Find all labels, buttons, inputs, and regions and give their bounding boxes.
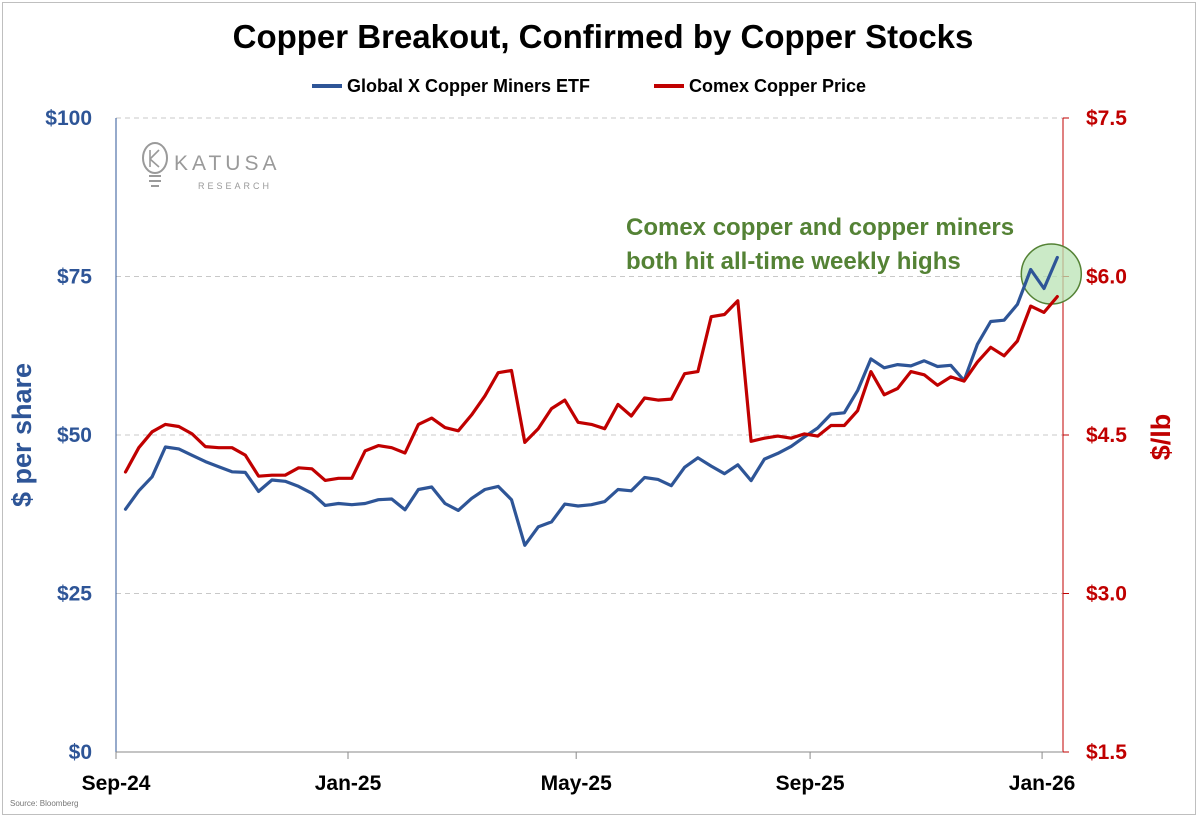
katusa-logo: KATUSA RESEARCH <box>142 142 280 191</box>
x-axis-tick-label: Sep-25 <box>776 772 845 795</box>
lightbulb-k-icon <box>142 142 168 187</box>
right-axis-tick-label: $3.0 <box>1086 583 1127 606</box>
legend-label-copper: Comex Copper Price <box>689 76 866 96</box>
left-axis-tick-label: $100 <box>45 107 92 130</box>
right-axis-tick-label: $6.0 <box>1086 266 1127 289</box>
left-axis-ticks: $0 $25 $50 $75 $100 <box>45 107 92 764</box>
annotation-line-1: Comex copper and copper miners <box>626 214 1014 241</box>
x-axis-tick-label: Jan-26 <box>1009 772 1076 795</box>
right-axis-ticks: $1.5 $3.0 $4.5 $6.0 $7.5 <box>1063 107 1127 764</box>
source-note: Source: Bloomberg <box>10 799 78 808</box>
right-axis-tick-label: $1.5 <box>1086 741 1127 764</box>
x-axis-ticks: Sep-24 Jan-25 May-25 Sep-25 Jan-26 <box>82 752 1076 795</box>
logo-subtitle: RESEARCH <box>198 181 272 191</box>
left-axis-tick-label: $50 <box>57 424 92 447</box>
annotation-line-2: both hit all-time weekly highs <box>626 248 961 275</box>
right-axis-tick-label: $4.5 <box>1086 424 1127 447</box>
left-axis-tick-label: $75 <box>57 266 92 289</box>
x-axis-tick-label: Sep-24 <box>82 772 151 795</box>
series-line-comex-copper <box>123 295 1059 482</box>
right-axis-tick-label: $7.5 <box>1086 107 1127 130</box>
left-axis-title: $ per share <box>7 363 37 507</box>
series-line-copper-miners-etf <box>123 255 1059 547</box>
legend-label-etf: Global X Copper Miners ETF <box>347 76 590 96</box>
left-axis-tick-label: $25 <box>57 583 92 606</box>
x-axis-tick-label: May-25 <box>541 772 613 795</box>
chart-title: Copper Breakout, Confirmed by Copper Sto… <box>233 18 974 55</box>
annotation: Comex copper and copper miners both hit … <box>626 214 1014 275</box>
legend: Global X Copper Miners ETF Comex Copper … <box>312 76 866 96</box>
right-axis-title: $/lb <box>1146 414 1176 461</box>
gridlines <box>116 117 1063 594</box>
x-axis-tick-label: Jan-25 <box>315 772 382 795</box>
series-layer <box>123 243 1083 547</box>
logo-name: KATUSA <box>174 152 280 175</box>
left-axis-tick-label: $0 <box>69 741 92 764</box>
